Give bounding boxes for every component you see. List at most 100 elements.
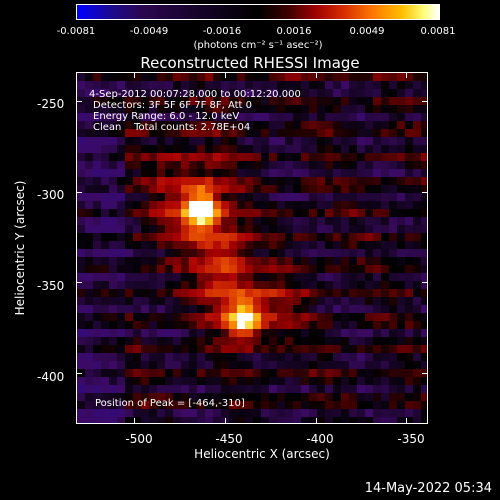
image-pixel bbox=[269, 409, 277, 417]
image-pixel bbox=[261, 185, 269, 193]
image-pixel bbox=[285, 193, 293, 201]
image-pixel bbox=[269, 113, 277, 121]
image-pixel bbox=[373, 337, 381, 345]
image-pixel bbox=[269, 361, 277, 369]
image-pixel bbox=[173, 369, 181, 377]
image-pixel bbox=[125, 377, 133, 385]
image-pixel bbox=[325, 241, 333, 249]
image-pixel bbox=[309, 265, 317, 273]
image-pixel bbox=[77, 257, 85, 265]
image-pixel bbox=[285, 329, 293, 337]
image-pixel bbox=[165, 89, 173, 97]
image-pixel bbox=[93, 329, 101, 337]
image-pixel bbox=[397, 121, 405, 129]
image-pixel bbox=[221, 369, 229, 377]
image-pixel bbox=[189, 233, 197, 241]
image-pixel bbox=[301, 265, 309, 273]
image-pixel bbox=[293, 297, 301, 305]
image-pixel bbox=[181, 297, 189, 305]
image-pixel bbox=[197, 137, 205, 145]
image-pixel bbox=[101, 401, 109, 409]
image-pixel bbox=[221, 265, 229, 273]
image-pixel bbox=[221, 113, 229, 121]
image-pixel bbox=[229, 225, 237, 233]
image-pixel bbox=[213, 113, 221, 121]
image-pixel bbox=[85, 137, 93, 145]
image-pixel bbox=[245, 81, 253, 89]
image-pixel bbox=[405, 305, 413, 313]
image-pixel bbox=[237, 353, 245, 361]
image-pixel bbox=[141, 257, 149, 265]
image-pixel bbox=[197, 265, 205, 273]
image-pixel bbox=[293, 361, 301, 369]
image-pixel bbox=[245, 401, 253, 409]
image-pixel bbox=[245, 193, 253, 201]
image-pixel bbox=[405, 225, 413, 233]
image-pixel bbox=[381, 401, 389, 409]
image-pixel bbox=[365, 297, 373, 305]
image-pixel bbox=[157, 249, 165, 257]
image-pixel bbox=[213, 329, 221, 337]
image-pixel bbox=[341, 297, 349, 305]
image-pixel bbox=[373, 289, 381, 297]
image-pixel bbox=[261, 225, 269, 233]
image-pixel bbox=[165, 193, 173, 201]
image-pixel bbox=[277, 409, 285, 417]
image-pixel bbox=[309, 153, 317, 161]
image-pixel bbox=[413, 337, 421, 345]
image-pixel bbox=[221, 105, 229, 113]
image-pixel bbox=[357, 313, 365, 321]
image-pixel bbox=[133, 249, 141, 257]
image-pixel bbox=[397, 241, 405, 249]
image-pixel bbox=[357, 329, 365, 337]
image-pixel bbox=[229, 233, 237, 241]
image-pixel bbox=[413, 113, 421, 121]
image-pixel bbox=[229, 185, 237, 193]
image-pixel bbox=[117, 329, 125, 337]
image-pixel bbox=[301, 97, 309, 105]
image-pixel bbox=[245, 185, 253, 193]
image-pixel bbox=[365, 313, 373, 321]
image-pixel bbox=[325, 225, 333, 233]
image-pixel bbox=[165, 377, 173, 385]
image-pixel bbox=[221, 137, 229, 145]
image-pixel bbox=[141, 161, 149, 169]
image-pixel bbox=[189, 321, 197, 329]
image-pixel bbox=[285, 233, 293, 241]
image-pixel bbox=[93, 121, 101, 129]
image-pixel bbox=[197, 185, 205, 193]
image-pixel bbox=[333, 337, 341, 345]
image-pixel bbox=[293, 161, 301, 169]
image-pixel bbox=[165, 369, 173, 377]
image-pixel bbox=[405, 249, 413, 257]
image-pixel bbox=[173, 281, 181, 289]
image-pixel bbox=[341, 81, 349, 89]
image-pixel bbox=[125, 409, 133, 417]
image-pixel bbox=[365, 249, 373, 257]
image-pixel bbox=[373, 97, 381, 105]
image-pixel bbox=[317, 185, 325, 193]
image-pixel bbox=[277, 361, 285, 369]
image-pixel bbox=[237, 81, 245, 89]
image-pixel bbox=[293, 105, 301, 113]
image-pixel bbox=[389, 209, 397, 217]
image-pixel bbox=[109, 185, 117, 193]
image-pixel bbox=[389, 185, 397, 193]
image-pixel bbox=[261, 297, 269, 305]
image-pixel bbox=[133, 345, 141, 353]
image-pixel bbox=[269, 385, 277, 393]
image-pixel bbox=[365, 241, 373, 249]
image-pixel bbox=[317, 233, 325, 241]
image-pixel bbox=[317, 145, 325, 153]
image-pixel bbox=[149, 81, 157, 89]
image-pixel bbox=[357, 121, 365, 129]
image-pixel bbox=[181, 161, 189, 169]
image-pixel bbox=[285, 113, 293, 121]
image-pixel bbox=[397, 105, 405, 113]
image-pixel bbox=[173, 289, 181, 297]
image-pixel bbox=[221, 201, 229, 209]
image-pixel bbox=[197, 177, 205, 185]
image-pixel bbox=[373, 385, 381, 393]
image-pixel bbox=[181, 73, 189, 81]
image-pixel bbox=[277, 401, 285, 409]
